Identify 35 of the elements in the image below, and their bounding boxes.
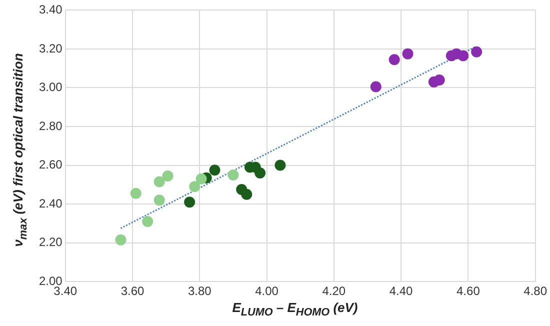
- point: [196, 173, 207, 184]
- x-tick-label: 4.80: [524, 284, 548, 298]
- point: [434, 74, 445, 86]
- x-tick-label: 4.60: [456, 284, 480, 298]
- point: [228, 169, 239, 180]
- point: [154, 194, 165, 206]
- y-tick-label: 3.00: [38, 80, 63, 94]
- y-tick-label: 2.80: [38, 118, 63, 133]
- point: [402, 48, 414, 60]
- y-tick-label: 3.40: [38, 2, 63, 17]
- x-tick-label: 3.60: [120, 284, 144, 298]
- point: [241, 188, 252, 200]
- point: [130, 188, 142, 199]
- point: [154, 176, 165, 188]
- point: [370, 81, 382, 92]
- x-axis-title: E$_{LUMO}$ – E$_{HOMO}$ (eV): [231, 300, 359, 319]
- point: [189, 181, 200, 192]
- x-tick-label: 3.80: [188, 284, 212, 298]
- point: [184, 196, 196, 208]
- point: [142, 216, 154, 228]
- x-tick-label: 4.20: [322, 284, 346, 298]
- point: [471, 46, 482, 58]
- y-tick-label: 3.20: [38, 41, 63, 56]
- point: [209, 164, 220, 176]
- y-tick-label: 2.40: [38, 196, 63, 210]
- point: [254, 168, 266, 179]
- point: [458, 50, 469, 62]
- point: [274, 160, 286, 171]
- x-tick-label: 4.40: [389, 284, 414, 298]
- y-tick-label: 2.20: [38, 235, 63, 250]
- point: [162, 170, 174, 182]
- x-tick-label: 4.00: [255, 284, 279, 298]
- point: [115, 234, 126, 246]
- y-tick-label: 2.60: [38, 158, 63, 172]
- point: [388, 54, 400, 66]
